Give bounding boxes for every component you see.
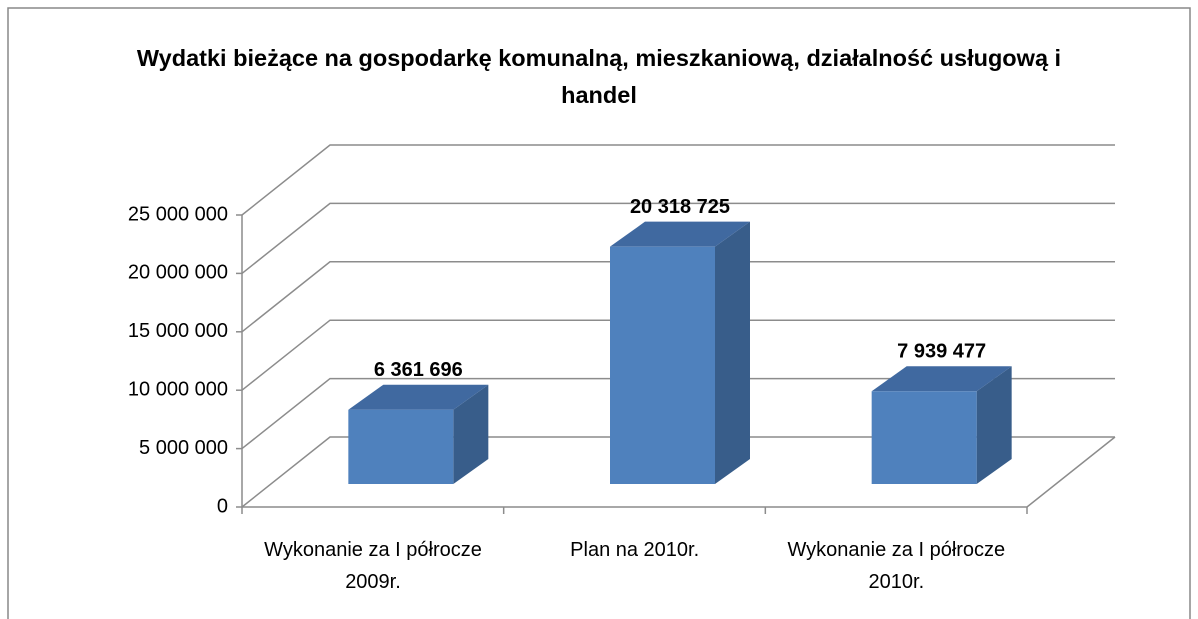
bar [610, 246, 715, 484]
grid-line [241, 377, 1115, 450]
x-tick-label: Plan na 2010r. [570, 539, 700, 561]
bar-side [715, 221, 750, 484]
grid-line [241, 261, 1115, 333]
value-label: 20 318 725 [630, 196, 730, 218]
y-tick-label: 5 000 000 [139, 437, 228, 459]
bar-side [453, 384, 489, 484]
bar-top [871, 366, 1012, 392]
value-label: 6 361 696 [374, 359, 463, 381]
grid-line [241, 202, 1115, 274]
value-label: 7 939 477 [897, 341, 986, 363]
y-tick-label: 15 000 000 [128, 320, 228, 342]
x-tick-label: Wykonanie za I półrocze 2009r. [264, 539, 482, 593]
y-tick-label: 10 000 000 [128, 378, 228, 400]
bar [348, 409, 454, 484]
grid-line [241, 319, 1115, 391]
bar-top [610, 221, 750, 247]
chart-border [7, 7, 1191, 619]
bar-top [348, 384, 489, 410]
x-tick-label: Wykonanie za I półrocze 2010r. [787, 539, 1006, 593]
y-tick-label: 0 [217, 495, 228, 517]
y-tick-label: 20 000 000 [128, 262, 228, 284]
chart-title: Wydatki bieżące na gospodarkę komunalną,… [136, 45, 1062, 108]
bar-side [976, 366, 1012, 484]
grid-line [241, 144, 1115, 216]
grid-line [241, 436, 1115, 508]
bar [871, 391, 977, 484]
y-tick-label: 25 000 000 [128, 203, 228, 225]
